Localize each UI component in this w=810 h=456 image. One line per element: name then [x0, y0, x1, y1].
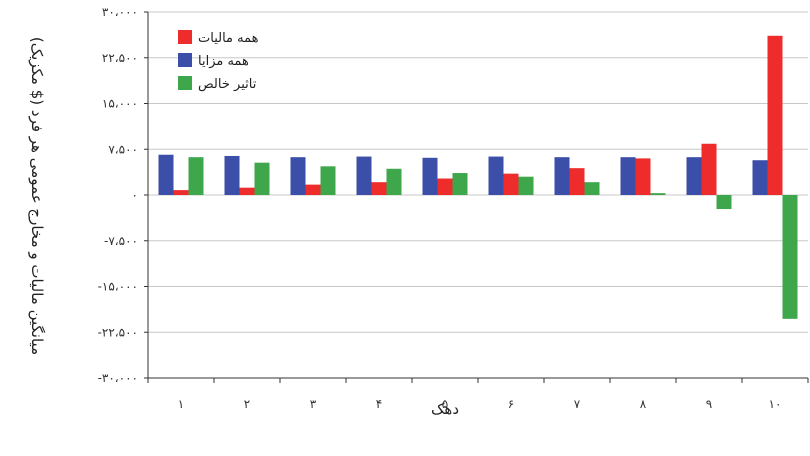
- y-tick-labels: ۳۰،۰۰۰ ۲۲،۵۰۰ ۱۵،۰۰۰ ۷،۵۰۰ ۰ -۷،۵۰۰ -۱۵،۰۰۰ -۲۲…: [98, 5, 138, 385]
- y-tick-label: ۳۰،۰۰۰: [102, 5, 138, 19]
- x-tick-label: ۲: [244, 397, 250, 411]
- x-tick-label: ۱: [178, 397, 184, 411]
- bar-series-1: [488, 156, 504, 195]
- y-tick-label: -۳۰،۰۰۰: [98, 371, 138, 385]
- bar-series-3: [782, 195, 798, 319]
- x-tick-labels: ۱ ۲ ۳ ۴ ۵ ۶ ۷ ۸ ۹ ۱۰: [147, 378, 809, 411]
- y-tick-label: -۷،۵۰۰: [104, 234, 138, 248]
- bar-series-3: [518, 176, 534, 195]
- x-tick-label: ۹: [706, 397, 712, 411]
- legend-swatch: [178, 30, 192, 44]
- x-tick-label: ۳: [310, 397, 317, 411]
- legend-swatch: [178, 53, 192, 67]
- bar-series-3: [650, 193, 666, 195]
- bar-series-3: [452, 173, 468, 195]
- bars: [158, 35, 798, 319]
- bar-series-2: [635, 158, 651, 195]
- legend: همه مالیات همه مزایا تاثیر خالص: [178, 30, 259, 92]
- x-tick-label: ۸: [640, 397, 647, 411]
- bar-series-2: [437, 178, 453, 195]
- bar-series-2: [239, 187, 255, 195]
- bar-series-2: [173, 190, 189, 195]
- bar-series-1: [752, 160, 768, 195]
- bar-series-3: [716, 195, 732, 210]
- bar-series-1: [356, 156, 372, 195]
- bar-series-3: [386, 168, 402, 195]
- bar-series-2: [305, 184, 321, 195]
- y-tick-label: ۷،۵۰۰: [108, 142, 138, 156]
- x-tick-label: ۶: [508, 397, 514, 411]
- bar-series-1: [554, 157, 570, 195]
- x-tick-label: ۷: [574, 397, 581, 411]
- y-tick-label: -۱۵،۰۰۰: [98, 280, 138, 294]
- y-axis-title: میانگین مالیات و مخارج عمومی هر فرد ($ م…: [27, 37, 46, 355]
- bar-series-3: [254, 162, 270, 195]
- bar-series-1: [422, 157, 438, 195]
- legend-swatch: [178, 76, 192, 90]
- y-tick-label: -۲۲،۵۰۰: [98, 325, 138, 339]
- bar-series-2: [767, 35, 783, 195]
- legend-label: همه مزایا: [198, 54, 249, 69]
- bar-series-3: [584, 182, 600, 195]
- legend-label: تاثیر خالص: [198, 77, 257, 92]
- bar-series-2: [569, 168, 585, 195]
- x-tick-label: ۱۰: [769, 397, 782, 411]
- bar-series-2: [503, 173, 519, 195]
- legend-label: همه مالیات: [198, 31, 259, 46]
- bar-series-1: [620, 157, 636, 195]
- x-tick-label: ۴: [376, 397, 382, 411]
- x-axis-title: دهک: [431, 400, 459, 418]
- y-tick-label: ۱۵،۰۰۰: [102, 97, 138, 111]
- bar-series-1: [224, 155, 240, 195]
- y-tick-label: ۰: [132, 188, 138, 202]
- bar-series-1: [158, 154, 174, 195]
- bar-series-1: [290, 157, 306, 195]
- x-tick-label: ۵: [442, 397, 448, 411]
- bar-series-3: [320, 166, 336, 195]
- bar-series-1: [686, 157, 702, 195]
- bar-series-3: [188, 157, 204, 195]
- bar-series-2: [701, 143, 717, 195]
- y-tick-label: ۲۲،۵۰۰: [102, 51, 138, 65]
- bar-series-2: [371, 182, 387, 195]
